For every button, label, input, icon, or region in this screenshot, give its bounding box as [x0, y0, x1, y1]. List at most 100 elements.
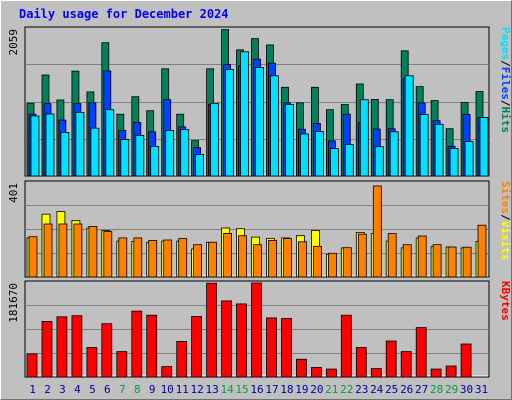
bar-pages-day-1 [30, 115, 40, 177]
day-label: 25 [385, 383, 398, 396]
bar-sites-day-17 [268, 239, 277, 278]
bar-sites-day-30 [462, 246, 472, 278]
bar-pages-day-29 [449, 147, 459, 177]
bar-pages-day-10 [165, 130, 175, 177]
bar-sites-day-22 [342, 247, 352, 278]
legend-label: KBytes [499, 281, 512, 321]
bar-pages-day-21 [329, 148, 339, 177]
bar-kbytes-day-21 [325, 368, 337, 378]
bar-sites-day-29 [447, 246, 457, 278]
bar-sites-day-23 [357, 233, 367, 278]
day-label: 2 [44, 383, 51, 396]
bar-kbytes-day-7 [116, 351, 128, 378]
bar-kbytes-day-6 [101, 323, 113, 378]
bar-kbytes-day-11 [176, 340, 188, 378]
bar-kbytes-day-15 [236, 303, 247, 378]
bar-kbytes-day-2 [41, 320, 53, 378]
day-label: 3 [59, 383, 66, 396]
day-label: 4 [74, 383, 81, 396]
bar-kbytes-day-1 [26, 353, 38, 378]
bar-pages-day-8 [135, 134, 145, 177]
bar-kbytes-day-19 [295, 358, 307, 378]
bar-kbytes-day-29 [445, 365, 457, 378]
day-label: 12 [190, 383, 203, 396]
day-label: 16 [250, 383, 263, 396]
bar-kbytes-day-10 [161, 366, 173, 378]
day-label: 23 [355, 383, 368, 396]
bar-sites-day-8 [133, 237, 143, 278]
day-label: 9 [149, 383, 156, 396]
day-label: 8 [134, 383, 141, 396]
bar-kbytes-day-30 [460, 343, 472, 378]
legend-side-visits-sites: Sites/Visits [499, 181, 512, 261]
day-label: 27 [415, 383, 428, 396]
bar-sites-day-15 [238, 235, 247, 278]
bar-kbytes-day-28 [430, 368, 442, 378]
bar-sites-day-25 [387, 233, 397, 278]
bar-sites-day-3 [58, 223, 68, 278]
bar-sites-day-24 [372, 185, 382, 278]
bar-kbytes-day-12 [191, 315, 203, 378]
day-label: 30 [460, 383, 473, 396]
day-label: 28 [430, 383, 443, 396]
y-max-label: 181670 [7, 283, 20, 323]
bar-sites-day-6 [103, 231, 113, 278]
legend-label: / [499, 214, 512, 221]
bar-sites-day-16 [253, 244, 262, 278]
bar-sites-day-1 [28, 236, 38, 278]
day-label: 21 [325, 383, 338, 396]
bar-pages-day-23 [359, 99, 369, 177]
bar-pages-day-22 [344, 144, 354, 177]
bar-kbytes-day-14 [221, 300, 233, 378]
legend-label: / [499, 60, 512, 67]
bar-pages-day-9 [150, 145, 160, 177]
bar-pages-day-25 [389, 131, 399, 177]
bar-pages-day-26 [404, 75, 414, 177]
bar-sites-day-2 [43, 223, 53, 278]
bar-pages-day-13 [210, 103, 220, 177]
day-label: 29 [445, 383, 458, 396]
bar-kbytes-day-22 [340, 314, 352, 378]
bar-kbytes-day-3 [56, 316, 68, 378]
bar-kbytes-day-18 [281, 318, 292, 378]
bar-kbytes-day-26 [400, 351, 412, 378]
day-label: 1 [29, 383, 36, 396]
bar-kbytes-day-8 [131, 310, 143, 378]
bar-pages-day-19 [299, 133, 309, 177]
day-label: 18 [280, 383, 293, 396]
day-label: 26 [400, 383, 413, 396]
legend-label: Files [499, 67, 512, 100]
bar-sites-day-28 [432, 244, 442, 278]
bar-sites-day-9 [148, 239, 158, 278]
bar-sites-day-14 [223, 232, 233, 278]
bar-pages-day-30 [464, 141, 474, 177]
bar-sites-day-21 [327, 252, 337, 278]
bar-pages-day-5 [90, 127, 100, 177]
bar-kbytes-day-5 [86, 347, 98, 378]
legend-label: Sites [499, 181, 512, 214]
day-label: 14 [220, 383, 234, 396]
bar-pages-day-12 [195, 154, 205, 177]
bar-sites-day-11 [178, 238, 188, 278]
bar-kbytes-day-23 [355, 347, 367, 378]
bar-pages-day-3 [60, 131, 70, 177]
legend-side-hits-files-pages: Pages/Files/Hits [499, 27, 512, 133]
bar-pages-day-17 [270, 75, 279, 177]
day-label: 24 [370, 383, 384, 396]
bar-kbytes-day-27 [415, 327, 427, 378]
bar-sites-day-12 [193, 244, 203, 278]
y-max-label: 2059 [7, 29, 20, 56]
bar-pages-day-16 [255, 67, 264, 177]
bar-pages-day-24 [374, 146, 384, 177]
bar-pages-day-2 [45, 113, 55, 177]
bar-pages-day-15 [240, 51, 249, 177]
bar-pages-day-28 [434, 123, 444, 177]
bar-kbytes-day-25 [385, 340, 397, 378]
bar-sites-day-26 [402, 244, 412, 278]
bar-pages-day-27 [419, 114, 429, 177]
bar-sites-day-19 [297, 241, 307, 278]
bar-sites-day-7 [118, 237, 128, 278]
legend-label: / [499, 100, 512, 107]
day-label: 19 [295, 383, 308, 396]
